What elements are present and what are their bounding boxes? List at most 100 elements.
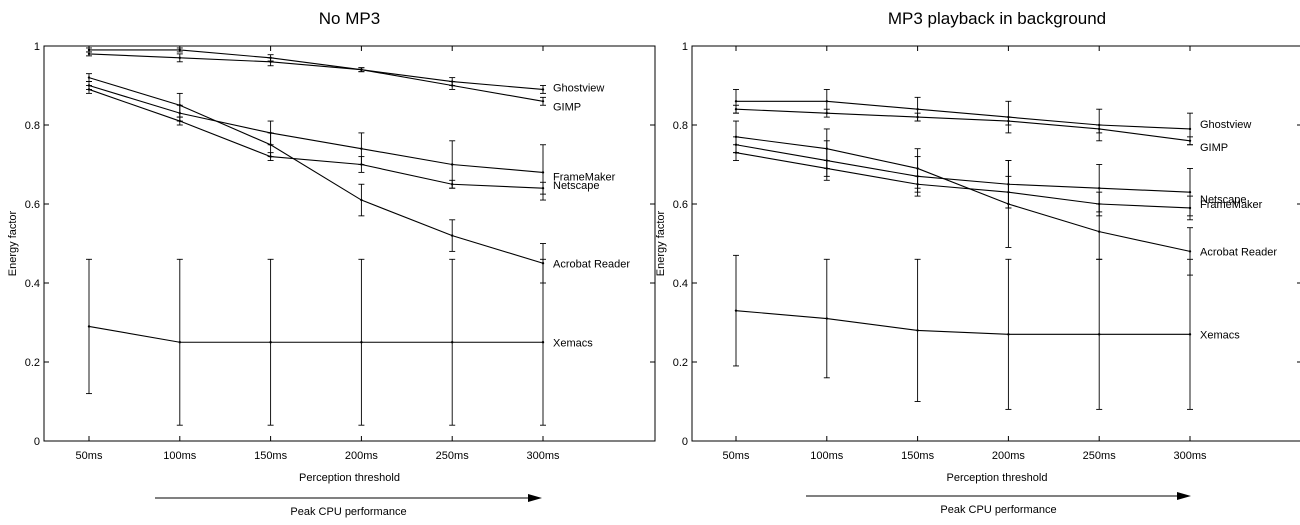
data-point — [1098, 187, 1101, 190]
x-tick-label: 250ms — [1083, 450, 1117, 462]
data-point — [541, 171, 545, 174]
data-point — [451, 84, 454, 87]
y-tick-label: 1 — [34, 41, 40, 53]
series-line — [735, 310, 1190, 335]
data-point — [1188, 139, 1192, 142]
y-axis-label: Energy factor — [7, 210, 19, 276]
series-acrobat-reader: Acrobat Reader — [86, 73, 630, 284]
data-point — [916, 108, 919, 111]
data-point — [1098, 333, 1101, 336]
y-tick-label: 0.4 — [673, 278, 688, 290]
y-tick-label: 0.6 — [673, 199, 688, 211]
data-point — [178, 104, 181, 107]
data-point — [360, 147, 363, 150]
arrow-label: Peak CPU performance — [290, 506, 406, 518]
y-tick-label: 0.2 — [673, 357, 688, 369]
series-netscape: Netscape — [733, 136, 1246, 217]
x-tick-label: 150ms — [254, 450, 288, 462]
data-point — [541, 341, 545, 344]
series-line — [736, 100, 1191, 130]
data-point — [541, 100, 545, 103]
series-label: Acrobat Reader — [553, 258, 630, 270]
x-tick-label: 100ms — [163, 450, 197, 462]
series-line — [88, 53, 544, 102]
data-point — [451, 341, 454, 344]
data-point — [825, 317, 828, 320]
data-point — [451, 163, 454, 166]
y-tick-label: 0 — [34, 436, 40, 448]
data-point — [734, 100, 738, 103]
data-point — [916, 167, 919, 170]
series-label: Netscape — [1200, 194, 1246, 206]
series-label: Ghostview — [1200, 119, 1251, 131]
data-point — [269, 60, 272, 63]
series-line — [735, 108, 1191, 142]
data-point — [825, 100, 828, 103]
series-gimp: GIMP — [86, 51, 581, 113]
data-point — [1188, 250, 1192, 253]
data-point — [825, 147, 828, 150]
data-point — [87, 48, 91, 52]
series-line — [735, 144, 1191, 193]
series-label: Xemacs — [553, 337, 593, 349]
data-point — [916, 115, 919, 119]
x-tick-label: 100ms — [810, 450, 844, 462]
x-tick-label: 150ms — [901, 450, 935, 462]
series-label: GIMP — [553, 101, 581, 113]
series-xemacs: Xemacs — [86, 258, 593, 426]
data-point — [178, 341, 181, 344]
chart-title: No MP3 — [319, 9, 380, 28]
y-tick-label: 0.4 — [25, 278, 40, 290]
data-point — [87, 76, 91, 79]
arrow-label: Peak CPU performance — [940, 504, 1056, 516]
data-point — [269, 143, 272, 146]
data-point — [734, 135, 738, 139]
plot-frame — [43, 45, 656, 442]
data-point — [1098, 230, 1101, 233]
x-axis-label: Perception threshold — [947, 472, 1048, 484]
plot-frame — [691, 45, 1300, 442]
data-point — [1007, 333, 1010, 336]
series-line — [88, 77, 544, 264]
data-point — [1098, 127, 1101, 131]
y-tick-label: 0.6 — [25, 199, 40, 211]
series-label: GIMP — [1200, 142, 1228, 154]
series-framemaker: FrameMaker — [733, 144, 1263, 221]
data-point — [916, 329, 919, 332]
x-tick-label: 50ms — [723, 450, 750, 462]
data-point — [87, 52, 91, 56]
series-line — [88, 325, 543, 343]
y-axis-label: Energy factor — [655, 210, 667, 276]
series-line — [89, 49, 544, 90]
data-point — [360, 68, 363, 71]
data-point — [87, 84, 91, 87]
data-point — [87, 325, 91, 328]
series-ghostview: Ghostview — [733, 88, 1251, 146]
series-line — [735, 152, 1191, 209]
data-point — [734, 309, 738, 312]
series-xemacs: Xemacs — [733, 254, 1240, 410]
y-tick-label: 0.2 — [25, 357, 40, 369]
data-point — [360, 341, 363, 344]
x-tick-label: 250ms — [436, 450, 470, 462]
series-gimp: GIMP — [733, 104, 1228, 154]
series-label: Xemacs — [1200, 329, 1240, 341]
series-label: Acrobat Reader — [1200, 246, 1277, 258]
series-label: Ghostview — [553, 82, 604, 94]
series-line — [88, 84, 544, 173]
series-label: FrameMaker — [553, 171, 616, 183]
y-tick-label: 0.8 — [25, 120, 40, 132]
series-label: FrameMaker — [1200, 199, 1263, 211]
data-point — [178, 56, 181, 60]
x-tick-label: 300ms — [526, 450, 560, 462]
x-axis-label: Perception threshold — [299, 472, 400, 484]
y-tick-label: 1 — [682, 41, 688, 53]
y-tick-label: 0 — [682, 436, 688, 448]
series-acrobat-reader: Acrobat Reader — [733, 120, 1277, 276]
data-point — [541, 88, 545, 91]
chart-title: MP3 playback in background — [888, 9, 1106, 28]
chart-panel-2: MP3 playback in background 0 0.2 0.4 0.6 0.8 1… — [655, 9, 1300, 516]
